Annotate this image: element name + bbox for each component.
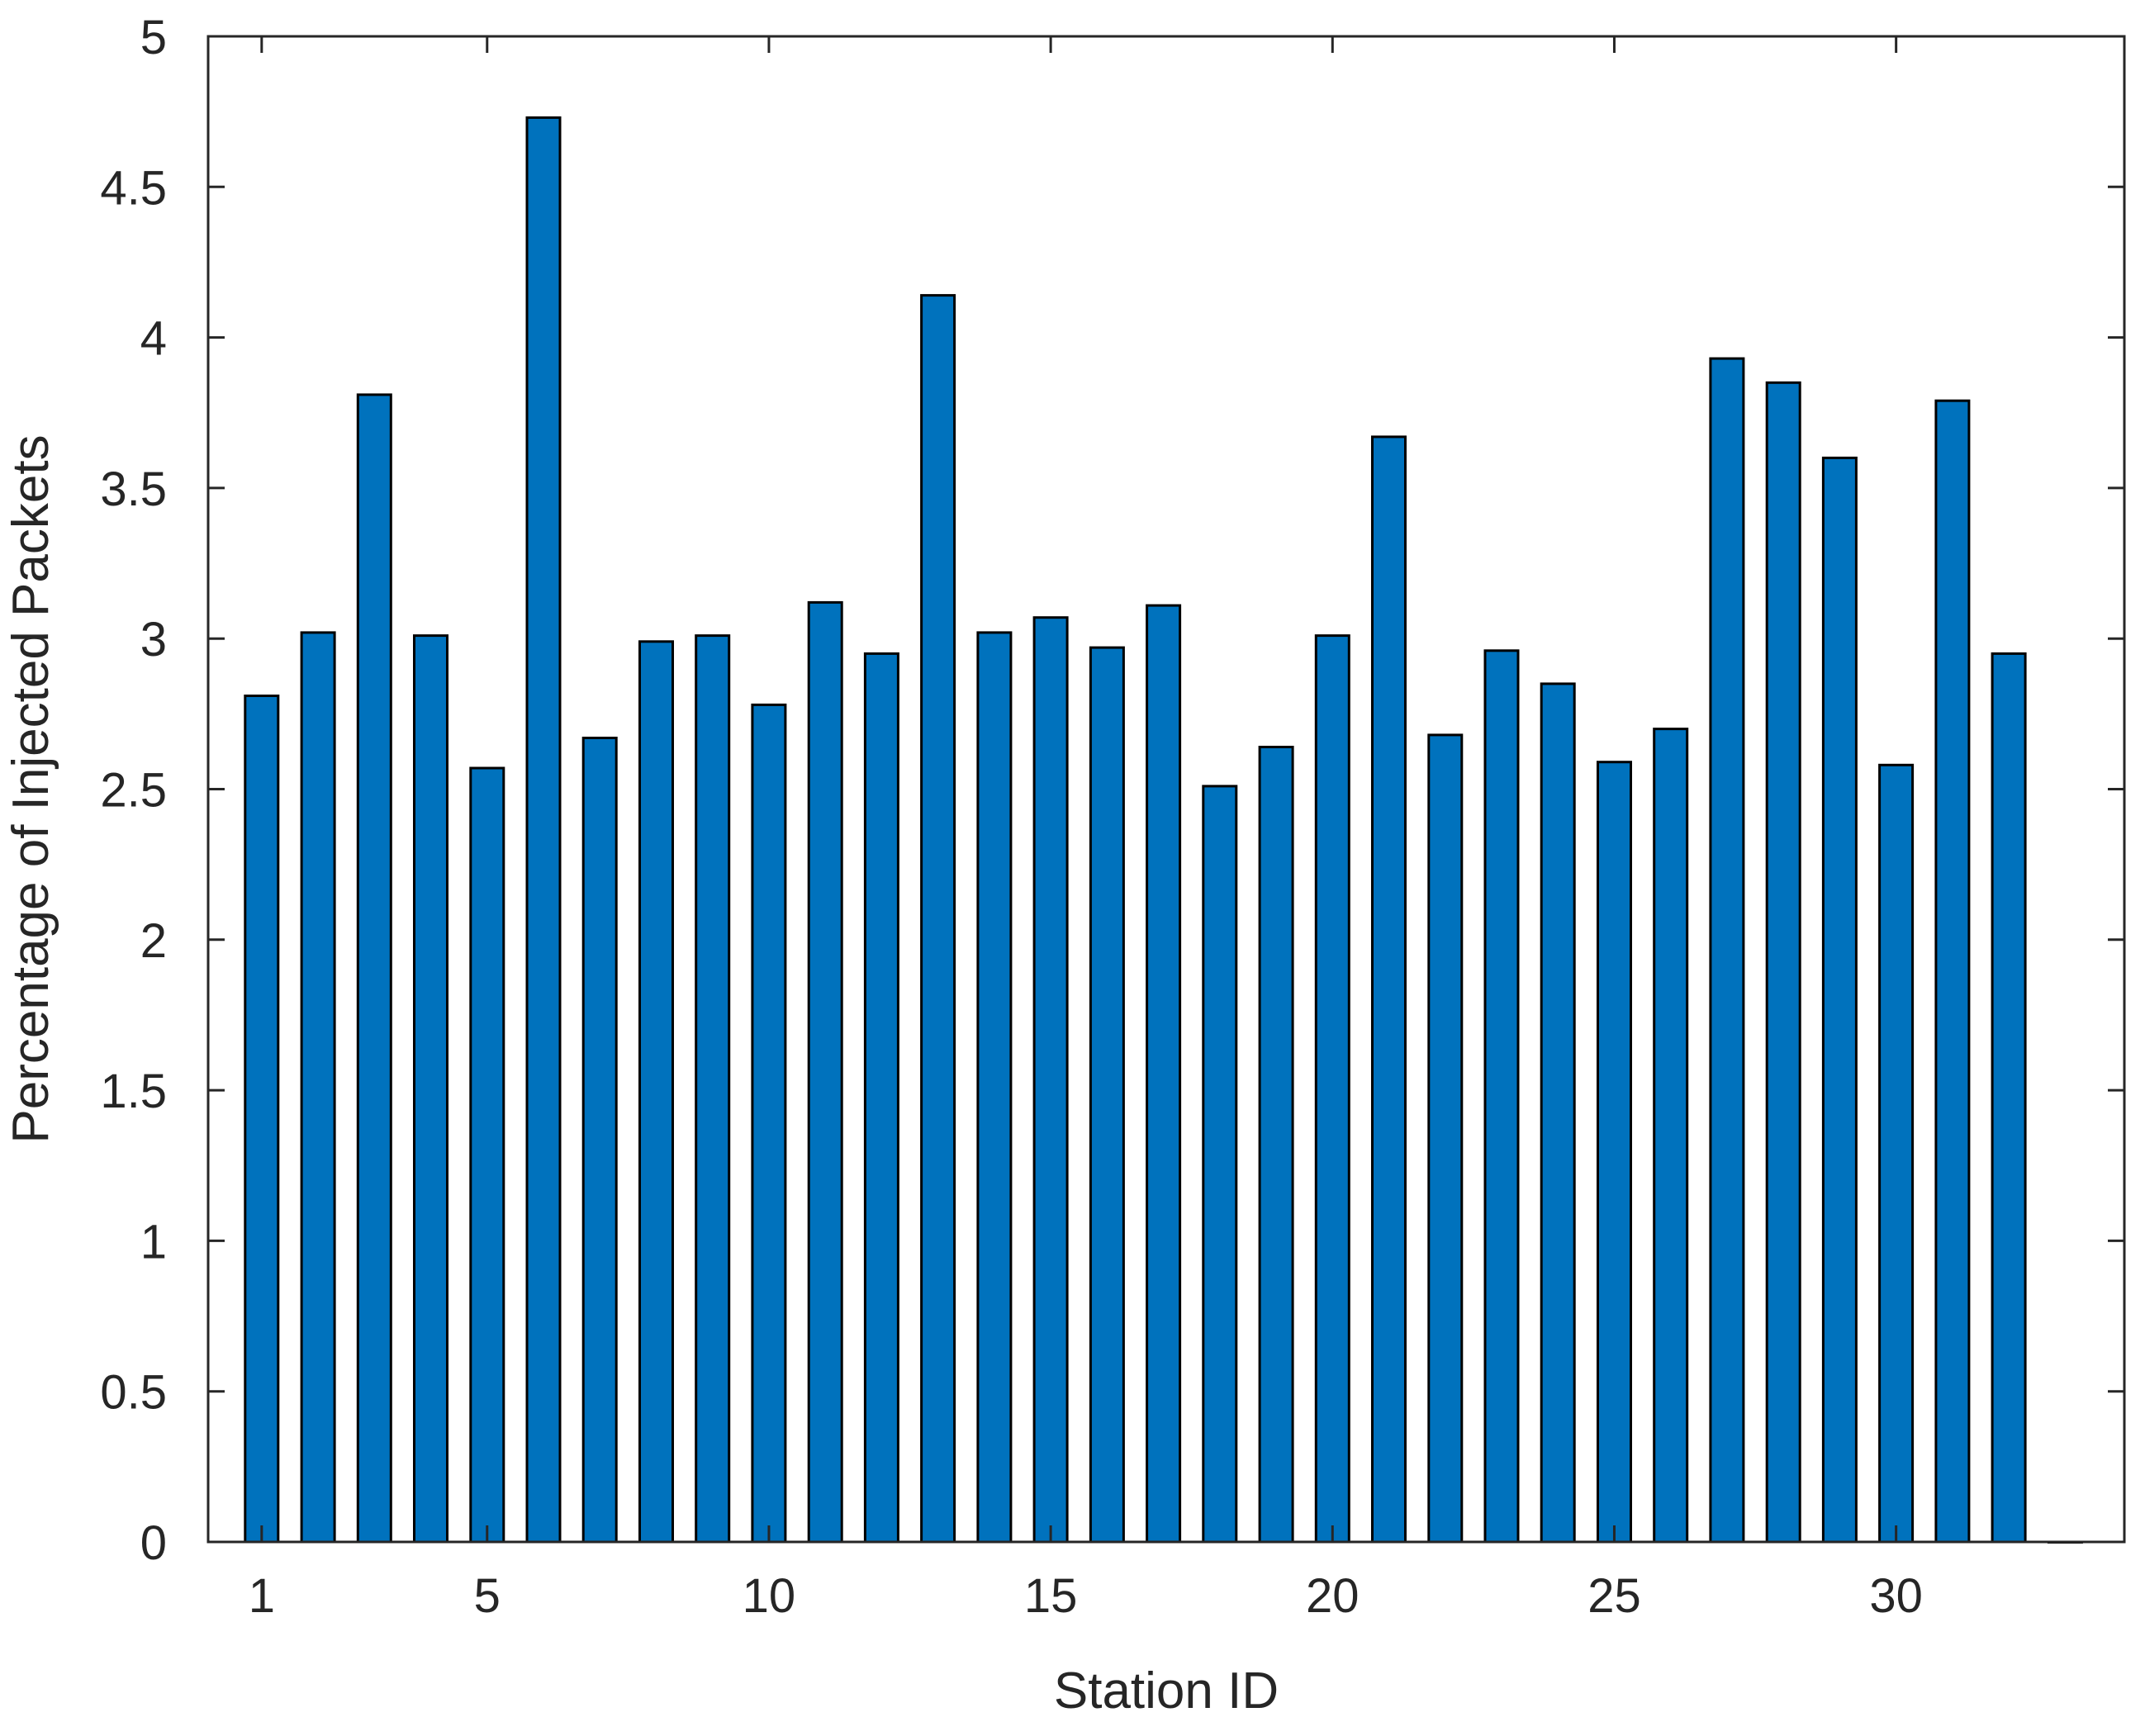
bar-station-3 <box>356 393 392 1544</box>
y-tick-label: 0.5 <box>100 1366 167 1420</box>
y-axis-title: Percentage of Injected Packets <box>2 434 59 1143</box>
bar-station-25 <box>1597 761 1632 1544</box>
x-tick-label: 10 <box>743 1569 796 1623</box>
x-tick-label: 5 <box>474 1569 501 1623</box>
bar-station-1 <box>244 695 280 1544</box>
y-tick-label: 5 <box>140 11 167 64</box>
bar-station-23 <box>1483 649 1520 1544</box>
y-tick-label: 1.5 <box>100 1065 167 1118</box>
bar-station-7 <box>581 737 618 1544</box>
bar-station-11 <box>807 600 843 1544</box>
bar-station-13 <box>920 294 956 1544</box>
y-tick-label: 0 <box>140 1516 167 1570</box>
x-tick-label: 15 <box>1024 1569 1078 1623</box>
bar-station-2 <box>300 631 336 1544</box>
bar-station-29 <box>1821 456 1858 1544</box>
bar-station-27 <box>1709 357 1745 1544</box>
x-tick-label: 1 <box>249 1569 275 1623</box>
bar-station-19 <box>1258 746 1294 1544</box>
bar-station-18 <box>1202 785 1238 1544</box>
y-tick-label: 3.5 <box>100 462 167 516</box>
y-tick-label: 2 <box>140 914 167 968</box>
bar-station-32 <box>1991 652 2027 1544</box>
x-tick-label: 20 <box>1306 1569 1360 1623</box>
bar-station-4 <box>413 634 448 1544</box>
bar-station-24 <box>1540 682 1576 1544</box>
bar-station-6 <box>525 116 562 1544</box>
x-tick-label: 30 <box>1869 1569 1923 1623</box>
y-tick-label: 4.5 <box>100 161 167 215</box>
bar-station-28 <box>1765 381 1801 1544</box>
bar-station-22 <box>1427 733 1464 1544</box>
y-tick-label: 1 <box>140 1215 167 1269</box>
y-tick-label: 4 <box>140 312 167 366</box>
bar-station-8 <box>638 640 674 1544</box>
x-tick-label: 25 <box>1587 1569 1641 1623</box>
bar-station-31 <box>1934 399 1971 1544</box>
bar-station-20 <box>1314 634 1350 1544</box>
bar-series <box>244 116 2083 1544</box>
x-axis-title: Station ID <box>1054 1662 1279 1719</box>
bar-station-12 <box>863 652 899 1544</box>
bar-station-10 <box>751 703 787 1544</box>
bar-station-15 <box>1032 616 1069 1544</box>
bar-station-16 <box>1089 646 1125 1544</box>
bar-station-26 <box>1653 728 1689 1544</box>
y-tick-label: 2.5 <box>100 764 167 818</box>
bar-station-17 <box>1146 604 1182 1544</box>
y-tick-label: 3 <box>140 613 167 666</box>
bar-station-9 <box>695 634 731 1544</box>
plot-frame <box>206 35 2126 1544</box>
bar-station-14 <box>976 631 1013 1544</box>
bar-station-21 <box>1371 435 1407 1544</box>
bar-station-30 <box>1878 763 1915 1544</box>
bar-station-5 <box>469 766 505 1544</box>
